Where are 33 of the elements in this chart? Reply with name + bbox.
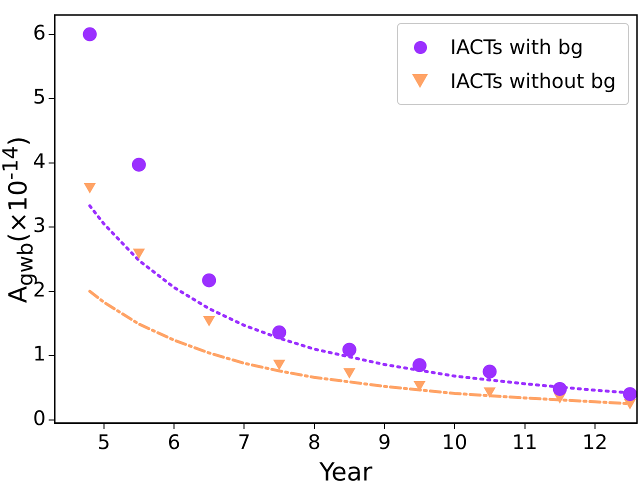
y-tick-label: 1 [32,342,46,366]
x-tick-label: 7 [238,430,251,454]
point [84,183,96,194]
point [132,158,146,172]
x-tick-label: 10 [442,430,468,454]
y-tick-label: 6 [32,20,46,44]
y-tick-label: 3 [32,213,46,238]
point [482,364,497,379]
point [342,342,356,357]
x-tick-label: 12 [582,430,608,454]
point [132,248,145,260]
point [622,387,637,402]
legend-label: IACTs without bg [450,69,616,93]
x-tick-label: 5 [97,430,110,454]
x-tick-label: 8 [308,430,321,454]
point [413,380,426,392]
point [273,360,286,370]
point [484,387,496,398]
legend-label: IACTs with bg [450,35,584,59]
y-tick-label: 5 [32,84,46,109]
y-tick-label: 4 [32,148,46,173]
x-tick-label: 11 [512,430,538,454]
point [412,358,427,372]
x-axis-title: Year [318,458,374,486]
point [552,382,567,396]
point [203,316,216,327]
x-tick-label: 6 [168,430,180,454]
point [82,27,97,42]
point [343,368,356,379]
point [272,325,286,340]
point [202,273,216,288]
y-tick-label: 0 [32,406,46,430]
x-tick-label: 9 [378,430,391,454]
